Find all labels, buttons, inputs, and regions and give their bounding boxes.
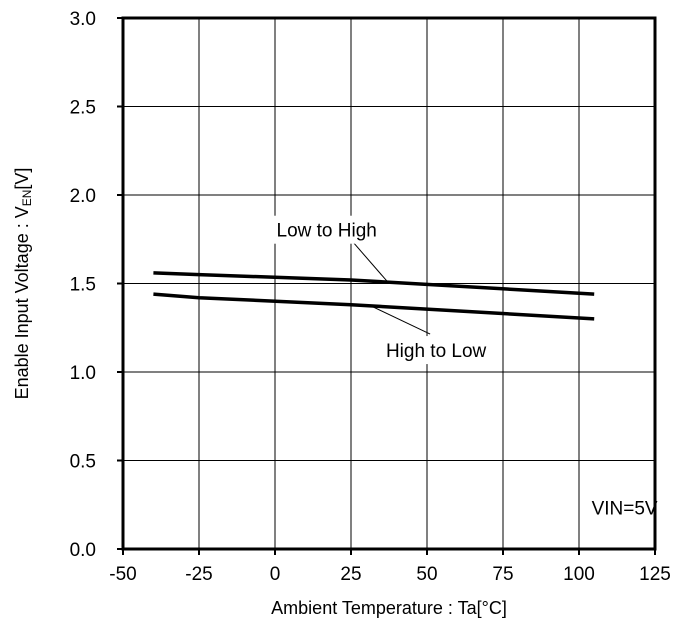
annotation-0-leader [352, 241, 388, 283]
series-group [153, 271, 595, 321]
y-axis-label: Enable Input Voltage : VEN[V] [12, 168, 34, 400]
y-tick-label: 0.0 [70, 540, 96, 561]
y-tick-label: 2.5 [70, 98, 96, 119]
y-tick-label: 0.5 [70, 452, 96, 473]
y-axis-label-subscript: EN [20, 190, 34, 207]
annotation-0-background [262, 215, 391, 244]
x-tick-label: 25 [340, 564, 361, 585]
x-tick-label: -50 [109, 564, 136, 585]
annotations: Low to High High to Low VIN=5V [262, 215, 663, 522]
x-tick-label: 0 [270, 564, 281, 585]
series-line-high-to-low [153, 292, 595, 321]
x-tick-label: 75 [492, 564, 513, 585]
x-tick-label: -25 [185, 564, 212, 585]
x-axis-label: Ambient Temperature : Ta[°C] [271, 598, 507, 618]
y-tick-label: 1.0 [70, 363, 96, 384]
tick-labels: -50 -25 0 25 50 75 100 125 0.0 0.5 1.0 1.5 2.0 2.5 3.0 [70, 9, 671, 585]
annotation-1-background [371, 336, 501, 365]
ticks [117, 17, 656, 555]
series-line-low-to-high [153, 271, 595, 296]
annotation-0-text: Low to High [277, 221, 377, 242]
x-tick-label: 100 [563, 564, 595, 585]
y-axis-label-main: Enable Input Voltage : V [12, 206, 32, 399]
x-tick-label: 50 [416, 564, 437, 585]
annotation-1-leader [372, 306, 431, 335]
condition-label-background [586, 493, 663, 522]
y-tick-label: 2.0 [70, 186, 96, 207]
condition-label-text: VIN=5V [592, 499, 658, 520]
x-tick-label: 125 [639, 564, 671, 585]
y-tick-label: 1.5 [70, 275, 96, 296]
y-axis-label-unit: [V] [12, 168, 32, 190]
annotation-1-text: High to Low [386, 341, 487, 362]
y-tick-label: 3.0 [70, 9, 96, 30]
